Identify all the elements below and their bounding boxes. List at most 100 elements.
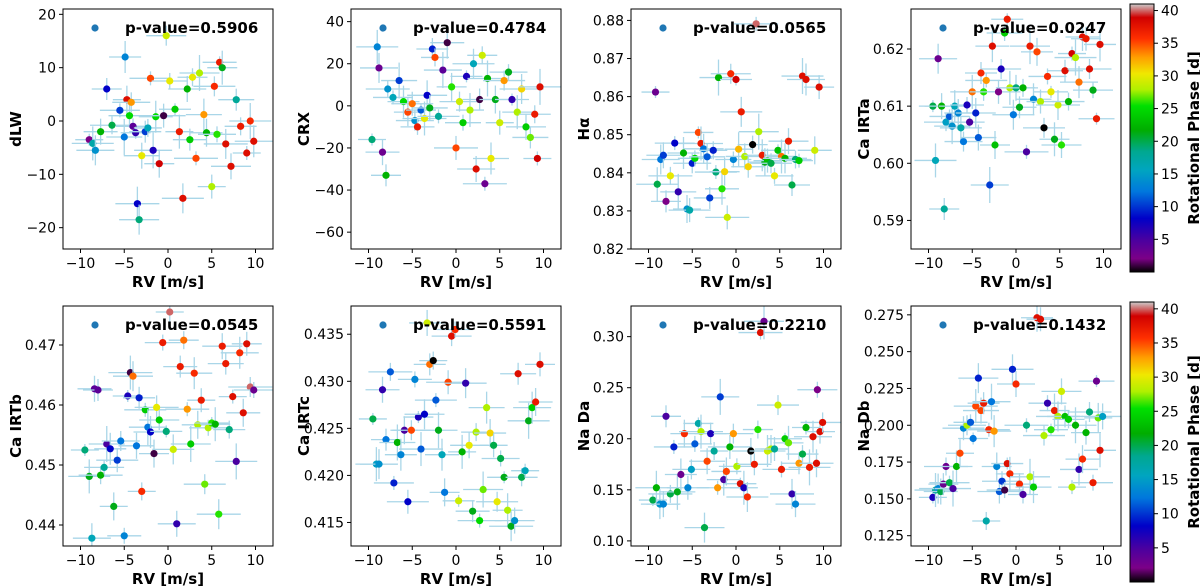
point-marker	[758, 151, 766, 159]
x-tick-label: 5	[495, 553, 504, 569]
point-marker	[511, 516, 519, 525]
point-marker	[159, 339, 167, 347]
data-point	[980, 131, 1010, 159]
point-marker	[980, 399, 988, 407]
point-marker	[441, 488, 449, 496]
point-marker	[525, 417, 533, 425]
point-marker	[755, 128, 763, 136]
data-point	[804, 75, 835, 100]
y-axis-label: Na Db	[855, 400, 873, 451]
x-tick-label: 0	[732, 256, 741, 272]
point-marker	[1050, 406, 1059, 415]
point-marker	[1099, 412, 1107, 421]
data-point	[151, 73, 188, 89]
point-marker	[211, 420, 219, 428]
colorbar-gradient	[1130, 4, 1154, 272]
point-marker	[966, 118, 974, 126]
point-marker	[135, 216, 143, 224]
point-marker	[659, 500, 667, 508]
point-marker	[124, 392, 132, 400]
data-point	[200, 407, 231, 442]
data-point	[196, 499, 241, 530]
point-marker	[88, 534, 96, 542]
data-point	[476, 491, 519, 512]
point-marker	[239, 409, 247, 417]
data-point	[479, 433, 508, 458]
point-marker	[982, 517, 990, 525]
point-marker	[722, 467, 730, 476]
axes-frame	[350, 305, 562, 547]
data-point	[919, 43, 958, 74]
point-marker	[138, 152, 146, 160]
p-value-legend: p-value=0.0247	[973, 19, 1106, 37]
data-point	[725, 143, 764, 170]
point-marker	[1040, 124, 1048, 132]
data-point	[641, 86, 670, 99]
point-marker	[129, 372, 137, 380]
p-value-legend: p-value=0.5591	[413, 316, 546, 334]
point-marker	[250, 137, 258, 145]
x-axis-label: RV [m/s]	[420, 570, 492, 586]
legend-marker	[91, 321, 99, 329]
data-point	[668, 198, 711, 223]
point-marker	[1022, 148, 1031, 156]
data-point	[1084, 433, 1116, 468]
point-marker	[770, 445, 779, 453]
data-point	[700, 442, 729, 461]
point-marker	[149, 146, 157, 154]
data-point	[797, 381, 838, 398]
data-point	[991, 354, 1034, 385]
data-point	[768, 128, 809, 155]
point-marker	[120, 532, 128, 540]
point-marker	[1001, 29, 1009, 37]
data-point	[365, 376, 400, 403]
x-axis-label: RV [m/s]	[700, 273, 772, 291]
data-point	[953, 414, 988, 431]
colorbars: 5 10 15 20 25 30 35 40 Rotational Phase [d] 5 10 15…	[1129, 3, 1200, 583]
data-point	[76, 135, 115, 166]
point-marker	[937, 487, 945, 496]
data-point	[119, 204, 160, 235]
data-point	[960, 124, 997, 151]
point-marker	[1015, 480, 1024, 488]
panel-2: −10 −5 0 5 10 −60 −40 −20 0 20 40 RV [m/s] CRX p-valu…	[295, 8, 562, 291]
x-tick-label: −10	[66, 553, 96, 569]
data-point	[198, 126, 236, 143]
y-tick-label: 0.420	[304, 468, 344, 484]
point-marker	[1061, 67, 1069, 75]
p-value-legend: p-value=0.0565	[693, 19, 826, 37]
x-tick-label: −10	[354, 256, 384, 272]
data-point	[425, 438, 459, 471]
x-tick-label: −5	[114, 553, 135, 569]
point-marker	[1003, 459, 1011, 468]
point-marker	[949, 484, 957, 493]
point-marker	[175, 128, 183, 136]
data-point	[742, 420, 773, 439]
x-axis-label: RV [m/s]	[700, 570, 772, 586]
point-marker	[969, 434, 977, 443]
colorbar-1: 5 10 15 20 25 30 35 40 Rotational Phase [d]	[1129, 3, 1200, 273]
point-marker	[215, 510, 223, 518]
point-marker	[1064, 415, 1073, 423]
panel-5: −10 −5 0 5 10 0.44 0.45 0.46 0.47 RV [m/s] Ca IRTb…	[7, 305, 274, 586]
legend-marker	[91, 24, 99, 32]
data-point	[218, 389, 247, 404]
point-marker	[788, 181, 796, 189]
data-point	[373, 475, 414, 490]
data-point	[1010, 458, 1050, 495]
point-marker	[741, 152, 749, 161]
y-tick-label: 20	[38, 7, 56, 23]
data-point	[187, 388, 216, 413]
point-marker	[1001, 486, 1009, 494]
data-point	[800, 412, 841, 433]
data-point	[127, 482, 156, 501]
point-marker	[208, 183, 216, 191]
point-marker	[382, 171, 390, 179]
data-point	[1073, 82, 1113, 99]
data-point	[439, 91, 480, 112]
data-point	[679, 126, 723, 161]
colorbar-tick-label: 35	[1161, 36, 1179, 52]
point-marker	[408, 100, 416, 108]
point-marker	[784, 137, 793, 145]
point-marker	[1085, 65, 1094, 73]
